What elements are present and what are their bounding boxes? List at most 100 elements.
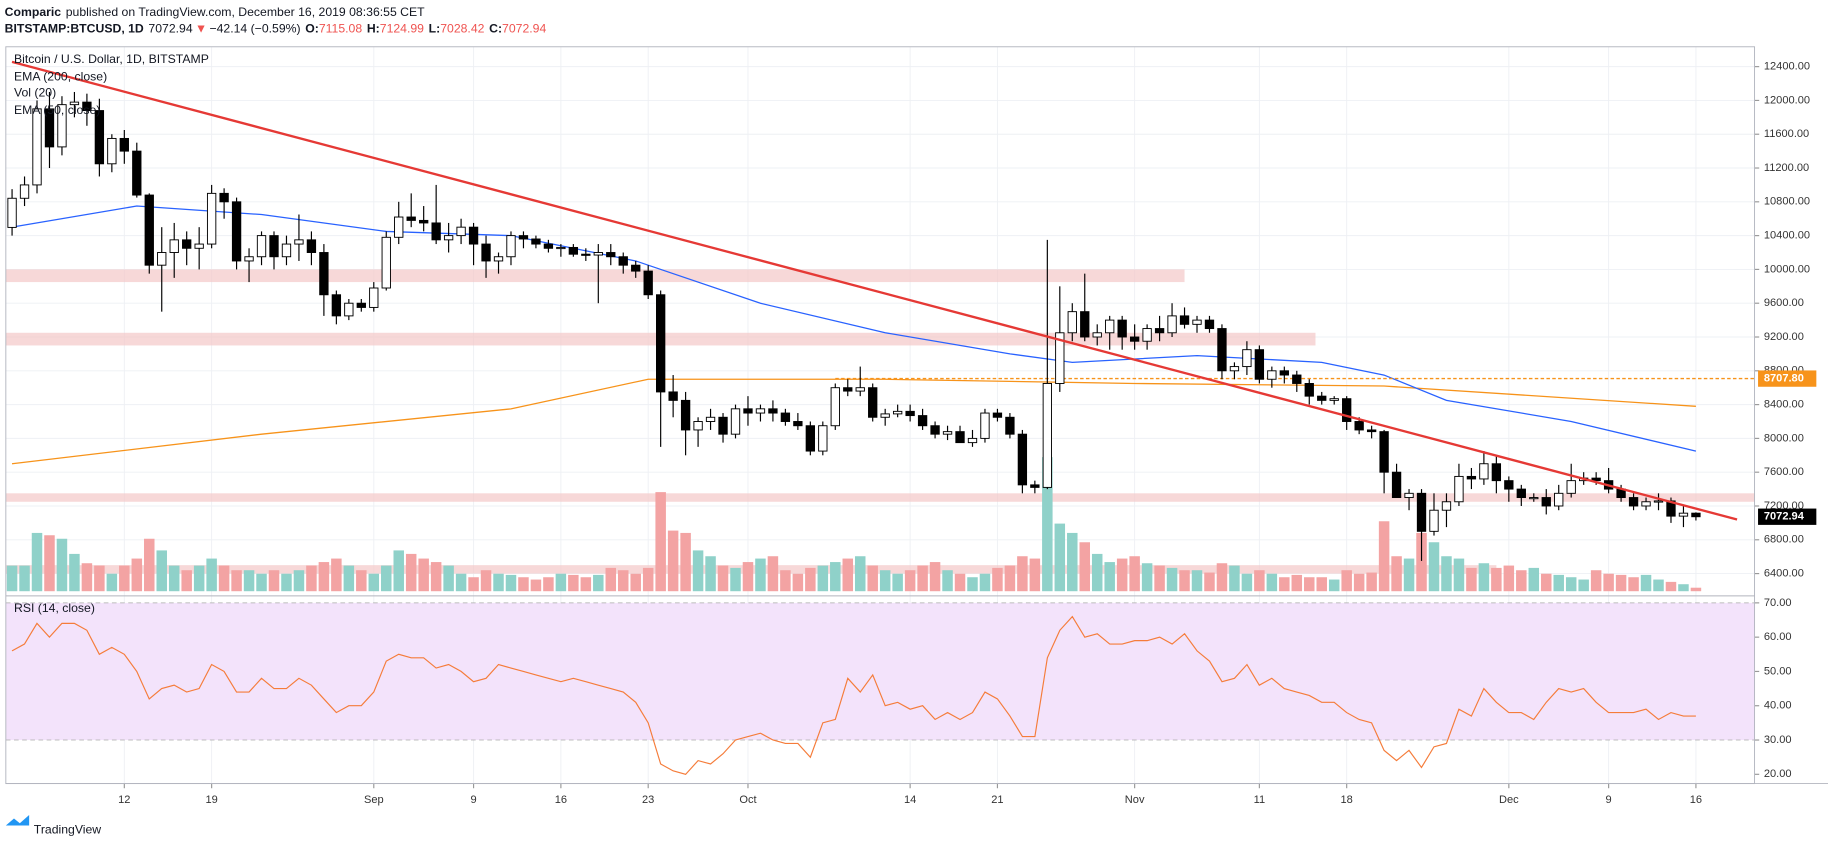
level-label-bg xyxy=(1758,370,1817,387)
candle-body xyxy=(1192,319,1202,325)
candle-body xyxy=(531,238,541,245)
ema-200 xyxy=(11,378,1696,465)
y-tick-label: 9200.00 xyxy=(1764,331,1804,343)
candle-body xyxy=(219,192,229,203)
candle-body xyxy=(481,243,491,262)
candle-body xyxy=(793,421,803,427)
candle-body xyxy=(281,243,292,258)
volume-bar xyxy=(1478,563,1490,592)
candle-body xyxy=(718,416,728,435)
volume-bar xyxy=(730,567,741,592)
volume-bar xyxy=(418,558,429,592)
volume-bar xyxy=(356,570,367,592)
candle-body xyxy=(57,104,67,148)
volume-bar xyxy=(1241,573,1253,592)
candle-body xyxy=(656,294,666,393)
y-tick-label: 8000.00 xyxy=(1764,432,1804,444)
candle-body xyxy=(680,399,691,431)
last-price: 7072.94 xyxy=(1764,511,1805,523)
volume-bar xyxy=(1304,577,1315,592)
volume-bar xyxy=(904,570,916,592)
volume-bar xyxy=(343,565,355,592)
candle-body xyxy=(1416,492,1427,532)
volume-bar xyxy=(1541,573,1552,592)
rsi-band xyxy=(5,602,1755,741)
volume-bar xyxy=(568,574,579,592)
x-tick-label: Sep xyxy=(364,794,384,806)
candle-body xyxy=(1454,475,1464,503)
candle-body xyxy=(231,201,242,262)
volume-bar xyxy=(967,577,978,592)
volume-bar xyxy=(692,550,704,592)
volume-bar xyxy=(842,558,854,592)
zone xyxy=(5,269,1185,283)
volume-bar xyxy=(992,567,1003,592)
rsi-tick-label: 40.00 xyxy=(1764,700,1792,712)
volume-bar xyxy=(1154,565,1165,592)
rsi-tick-label: 20.00 xyxy=(1764,768,1792,780)
volume-bar xyxy=(1603,573,1614,592)
candle-body xyxy=(194,243,204,249)
footer: TradingView xyxy=(5,815,101,836)
candle-body xyxy=(244,256,254,262)
volume-bar xyxy=(942,570,953,592)
candle-body xyxy=(19,184,30,199)
candle-body xyxy=(1005,416,1015,435)
volume-bar xyxy=(1565,577,1577,592)
volume-bar xyxy=(405,553,417,592)
candle-body xyxy=(818,425,828,452)
candle-body xyxy=(955,431,965,444)
volume-bar xyxy=(742,562,754,592)
legend-rsi: RSI (14, close) xyxy=(14,601,95,615)
legend-title: Bitcoin / U.S. Dollar, 1D, BITSTAMP xyxy=(14,52,209,66)
h-label: H: xyxy=(367,22,380,36)
candle-body xyxy=(1504,480,1514,490)
candle-body xyxy=(1566,480,1576,494)
volume-bar xyxy=(1229,565,1240,592)
volume-bar xyxy=(667,530,679,592)
volume-bar xyxy=(1116,558,1128,592)
volume-bar xyxy=(268,570,280,592)
candle-body xyxy=(868,387,878,418)
candle-body xyxy=(1354,421,1364,431)
volume-bar xyxy=(867,565,878,592)
candle-body xyxy=(1105,319,1115,334)
volume-bar xyxy=(780,570,791,592)
candle-body xyxy=(768,408,778,414)
y-tick-label: 9600.00 xyxy=(1764,297,1804,309)
candle-body xyxy=(1404,492,1414,499)
x-tick-label: Nov xyxy=(1125,794,1145,806)
volume-bar xyxy=(1628,577,1639,592)
volume-bar xyxy=(1528,567,1540,592)
volume-bar xyxy=(281,573,292,592)
candle-body xyxy=(1391,471,1402,499)
candle-body xyxy=(206,192,217,245)
c-value: 7072.94 xyxy=(502,22,546,36)
candle-body xyxy=(381,236,391,289)
change: −42.14 (−0.59%) xyxy=(209,22,300,36)
volume-bar xyxy=(917,565,928,592)
volume-bar xyxy=(1416,532,1427,592)
volume-bar xyxy=(193,565,205,592)
candle-body xyxy=(132,150,142,196)
volume-bar xyxy=(979,573,991,592)
volume-bar xyxy=(455,573,467,592)
candle-body xyxy=(256,235,267,258)
volume-bar xyxy=(1017,556,1028,592)
volume-bar xyxy=(1266,573,1278,592)
l-value: 7028.42 xyxy=(440,22,484,36)
volume-bar xyxy=(1453,558,1465,592)
volume-bar xyxy=(817,565,829,592)
candle-body xyxy=(82,101,92,112)
volume-bar xyxy=(119,565,130,592)
candle-body xyxy=(606,252,616,258)
volume-bar xyxy=(1516,570,1527,592)
l-label: L: xyxy=(429,22,441,36)
volume-bar xyxy=(206,558,217,592)
volume-bar xyxy=(1129,556,1140,592)
candle-body xyxy=(892,410,903,415)
volume-bar xyxy=(1640,574,1652,592)
volume-bar xyxy=(593,574,604,592)
candle-body xyxy=(1267,370,1277,380)
